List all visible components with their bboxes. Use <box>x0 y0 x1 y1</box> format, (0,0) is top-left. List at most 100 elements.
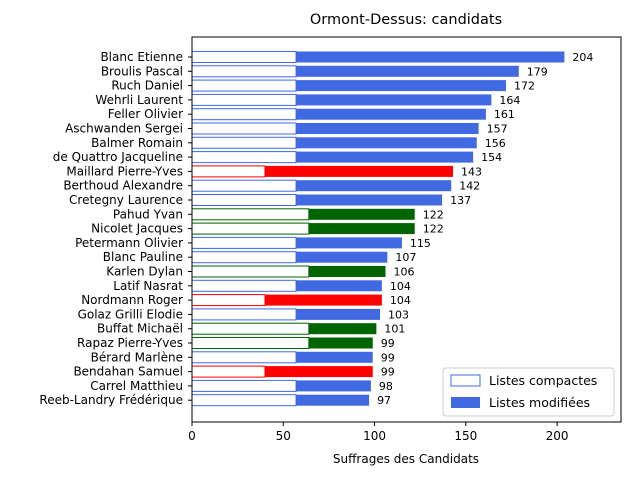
value-label: 103 <box>388 308 409 321</box>
value-label: 157 <box>487 123 508 136</box>
category-label: Maillard Pierre-Yves <box>66 164 183 178</box>
bar-modifiees <box>296 351 373 363</box>
axis-layer: 0 50 100 150 200 <box>188 56 569 443</box>
category-label: Blanc Pauline <box>103 250 183 264</box>
value-label: 154 <box>481 151 502 164</box>
bar-compactes <box>191 165 266 178</box>
bar-compactes <box>191 379 297 392</box>
bar-modifiees <box>296 65 519 77</box>
value-label: 122 <box>423 208 444 221</box>
category-label: Carrel Matthieu <box>90 379 183 393</box>
category-label: Wehrli Laurent <box>95 93 183 107</box>
bar-compactes <box>191 151 297 164</box>
bar-compactes <box>191 394 297 407</box>
bar-compactes <box>191 236 297 249</box>
bar-compactes <box>191 122 297 135</box>
legend-label-compactes: Listes compactes <box>489 373 597 388</box>
x-tick-label: 200 <box>546 429 569 443</box>
category-label: Rapaz Pierre-Yves <box>77 336 183 350</box>
bar-modifiees <box>308 266 386 277</box>
category-label: Blanc Etienne <box>100 50 183 64</box>
bar-modifiees <box>296 194 443 206</box>
category-label: Aschwanden Sergei <box>65 122 183 136</box>
plot-frame <box>191 36 622 423</box>
bar-compactes <box>191 294 266 307</box>
value-label: 97 <box>377 394 391 407</box>
bar-compactes <box>191 308 297 321</box>
category-label: Reeb-Landry Frédérique <box>39 393 183 407</box>
bar-compactes <box>191 365 266 378</box>
value-label: 99 <box>381 337 395 350</box>
category-label: Nicolet Jacques <box>91 222 183 236</box>
value-label: 142 <box>459 180 480 193</box>
bar-compactes <box>191 351 297 364</box>
category-label: Latif Nasrat <box>113 279 183 293</box>
bar-modifiees <box>296 108 486 120</box>
value-label: 172 <box>514 80 535 93</box>
category-label: Broulis Pascal <box>101 64 183 78</box>
value-label: 143 <box>461 165 482 178</box>
bar-modifiees <box>296 237 402 249</box>
category-label: Nordmann Roger <box>81 293 183 307</box>
bar-compactes <box>191 222 310 235</box>
value-label: 98 <box>379 380 393 393</box>
value-label: 99 <box>381 351 395 364</box>
bar-modifiees <box>296 51 565 63</box>
category-label: de Quattro Jacqueline <box>53 150 183 164</box>
bar-compactes <box>191 93 297 106</box>
x-tick-label: 0 <box>188 429 196 443</box>
value-label: 164 <box>499 94 520 107</box>
category-label: Petermann Olivier <box>75 236 183 250</box>
category-label: Feller Olivier <box>108 107 183 121</box>
x-axis-label: Suffrages des Candidats <box>333 452 479 466</box>
bar-modifiees <box>265 165 454 177</box>
category-label: Berthoud Alexandre <box>63 179 183 193</box>
bar-compactes <box>191 208 310 221</box>
bar-compactes <box>191 79 297 92</box>
value-label: 137 <box>450 194 471 207</box>
bar-modifiees <box>296 394 370 406</box>
bar-compactes <box>191 279 297 292</box>
x-tick-label: 50 <box>276 429 291 443</box>
value-label: 179 <box>527 65 548 78</box>
category-label: Bérard Marlène <box>91 350 183 364</box>
value-label: 106 <box>394 266 415 279</box>
category-label: Pahud Yvan <box>113 207 183 221</box>
category-label: Bendahan Samuel <box>73 365 183 379</box>
bar-compactes <box>191 265 310 278</box>
x-tick-label: 150 <box>454 429 477 443</box>
bar-compactes <box>191 108 297 121</box>
bar-compactes <box>191 65 297 78</box>
category-label: Balmer Romain <box>91 136 183 150</box>
bar-modifiees <box>296 94 492 106</box>
category-label: Golaz Grilli Elodie <box>78 307 183 321</box>
bar-modifiees <box>296 180 452 192</box>
bar-modifiees <box>296 308 381 320</box>
bar-modifiees <box>265 294 382 306</box>
labels-layer: 204 Blanc Etienne 179 Broulis Pascal 172 Ruch… <box>39 50 593 407</box>
value-label: 156 <box>485 137 506 150</box>
category-label: Karlen Dylan <box>106 265 183 279</box>
bar-compactes <box>191 322 310 335</box>
bar-modifiees <box>308 323 377 335</box>
bar-modifiees <box>265 366 373 378</box>
bars-layer <box>191 51 565 407</box>
value-label: 99 <box>381 366 395 379</box>
bar-compactes <box>191 179 297 192</box>
bar-modifiees <box>296 137 477 149</box>
bar-modifiees <box>296 380 371 392</box>
value-label: 161 <box>494 108 515 121</box>
bar-compactes <box>191 51 297 63</box>
bar-modifiees <box>296 151 474 163</box>
value-label: 104 <box>390 280 411 293</box>
chart-title: Ormont-Dessus: candidats <box>310 12 502 28</box>
bar-modifiees <box>308 208 415 220</box>
bar-compactes <box>191 136 297 149</box>
legend-swatch-modifiees <box>451 397 480 408</box>
legend-label-modifiees: Listes modifiées <box>489 395 590 410</box>
category-label: Buffat Michaël <box>97 322 183 336</box>
value-label: 104 <box>390 294 411 307</box>
value-label: 115 <box>410 237 431 250</box>
legend-box <box>442 367 615 417</box>
